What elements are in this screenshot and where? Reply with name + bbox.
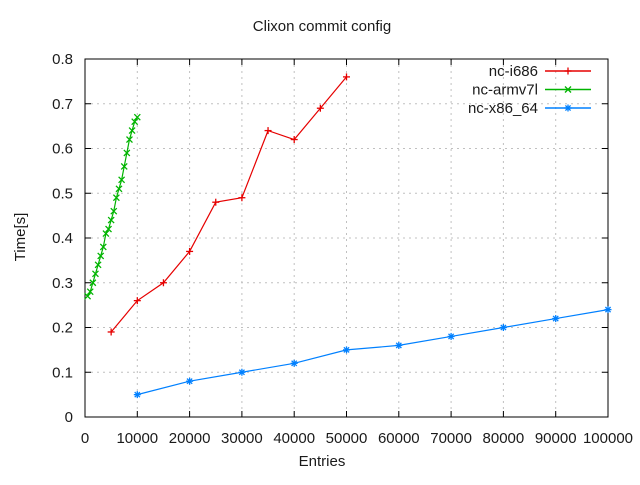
series-line xyxy=(87,116,138,297)
x-tick-label: 50000 xyxy=(326,430,368,447)
x-tick-label: 40000 xyxy=(273,430,315,447)
y-tick-label: 0 xyxy=(65,409,73,426)
marker-cross xyxy=(84,292,92,300)
tick-marks xyxy=(84,58,609,418)
marker-cross xyxy=(97,252,105,260)
marker-asterisk xyxy=(133,391,141,399)
y-tick-label: 0.3 xyxy=(52,275,73,292)
marker-cross xyxy=(110,207,118,215)
marker-cross xyxy=(89,279,97,287)
marker-cross xyxy=(125,136,133,144)
marker-asterisk xyxy=(343,346,350,354)
y-axis-label: Time[s] xyxy=(12,213,29,262)
marker-plus xyxy=(107,328,115,336)
marker-asterisk xyxy=(290,359,298,367)
x-tick-label: 80000 xyxy=(483,430,525,447)
y-tick-label: 0.2 xyxy=(52,320,73,337)
marker-asterisk xyxy=(238,368,246,376)
marker-cross xyxy=(131,118,139,126)
x-tick-label: 30000 xyxy=(221,430,263,447)
plot-layer: 0 10000 20000 30000 40000 50000 60000 70000 8000… xyxy=(52,51,633,447)
x-tick-label: 100000 xyxy=(583,430,633,447)
marker-plus xyxy=(343,73,350,81)
x-tick-label: 90000 xyxy=(535,430,577,447)
marker-asterisk xyxy=(447,332,455,340)
marker-asterisk xyxy=(499,324,507,331)
marker-cross xyxy=(92,270,99,278)
x-tick-label: 60000 xyxy=(378,430,420,447)
marker-asterisk xyxy=(552,315,560,323)
marker-plus xyxy=(264,127,272,135)
marker-asterisk xyxy=(186,377,194,385)
legend-label: nc-x86_64 xyxy=(468,100,538,117)
marker-asterisk xyxy=(395,341,403,349)
series-line xyxy=(110,76,347,333)
legend-entry-nc-x86_64: nc-x86_64 xyxy=(468,100,591,117)
y-tick-label: 0.7 xyxy=(52,96,73,113)
y-tick-label: 0.8 xyxy=(52,51,73,68)
y-tick-label: 0.5 xyxy=(52,185,73,202)
series-line xyxy=(137,309,609,396)
series-nc-x86_64 xyxy=(133,306,612,399)
x-tick-label: 20000 xyxy=(169,430,211,447)
marker-plus xyxy=(186,247,194,255)
x-axis-label: Entries xyxy=(299,453,346,470)
marker-cross xyxy=(102,230,110,237)
legend-entry-nc-armv7l: nc-armv7l xyxy=(472,82,591,99)
y-tick-label: 0.4 xyxy=(52,230,73,247)
marker-cross xyxy=(123,149,131,157)
series-nc-armv7l xyxy=(84,113,141,300)
y-tick-label: 0.1 xyxy=(52,364,73,381)
marker-plus xyxy=(238,194,246,202)
legend-label: nc-armv7l xyxy=(472,82,538,99)
marker-cross xyxy=(118,176,126,184)
marker-plus xyxy=(316,104,324,112)
marker-cross xyxy=(86,288,94,296)
x-tick-label: 10000 xyxy=(116,430,158,447)
marker-cross xyxy=(99,243,107,251)
chart-title: Clixon commit config xyxy=(253,18,391,35)
legend-label: nc-i686 xyxy=(489,63,538,80)
marker-asterisk xyxy=(564,104,572,112)
marker-cross xyxy=(107,216,115,224)
marker-plus xyxy=(290,136,298,144)
marker-cross xyxy=(120,162,128,170)
series-nc-i686 xyxy=(107,73,350,336)
x-tick-label: 70000 xyxy=(430,430,472,447)
marker-cross xyxy=(564,86,572,93)
marker-asterisk xyxy=(604,306,612,314)
marker-plus xyxy=(564,67,572,75)
marker-cross xyxy=(112,194,120,202)
marker-cross xyxy=(128,127,136,135)
marker-cross xyxy=(115,185,123,193)
marker-plus xyxy=(212,198,220,206)
marker-cross xyxy=(94,261,102,269)
marker-cross xyxy=(105,225,112,233)
y-tick-label: 0.6 xyxy=(52,141,73,158)
marker-cross xyxy=(133,113,141,121)
x-tick-label: 0 xyxy=(81,430,89,447)
marker-plus xyxy=(133,297,141,305)
marker-plus xyxy=(159,279,167,287)
legend-entry-nc-i686: nc-i686 xyxy=(489,63,591,80)
